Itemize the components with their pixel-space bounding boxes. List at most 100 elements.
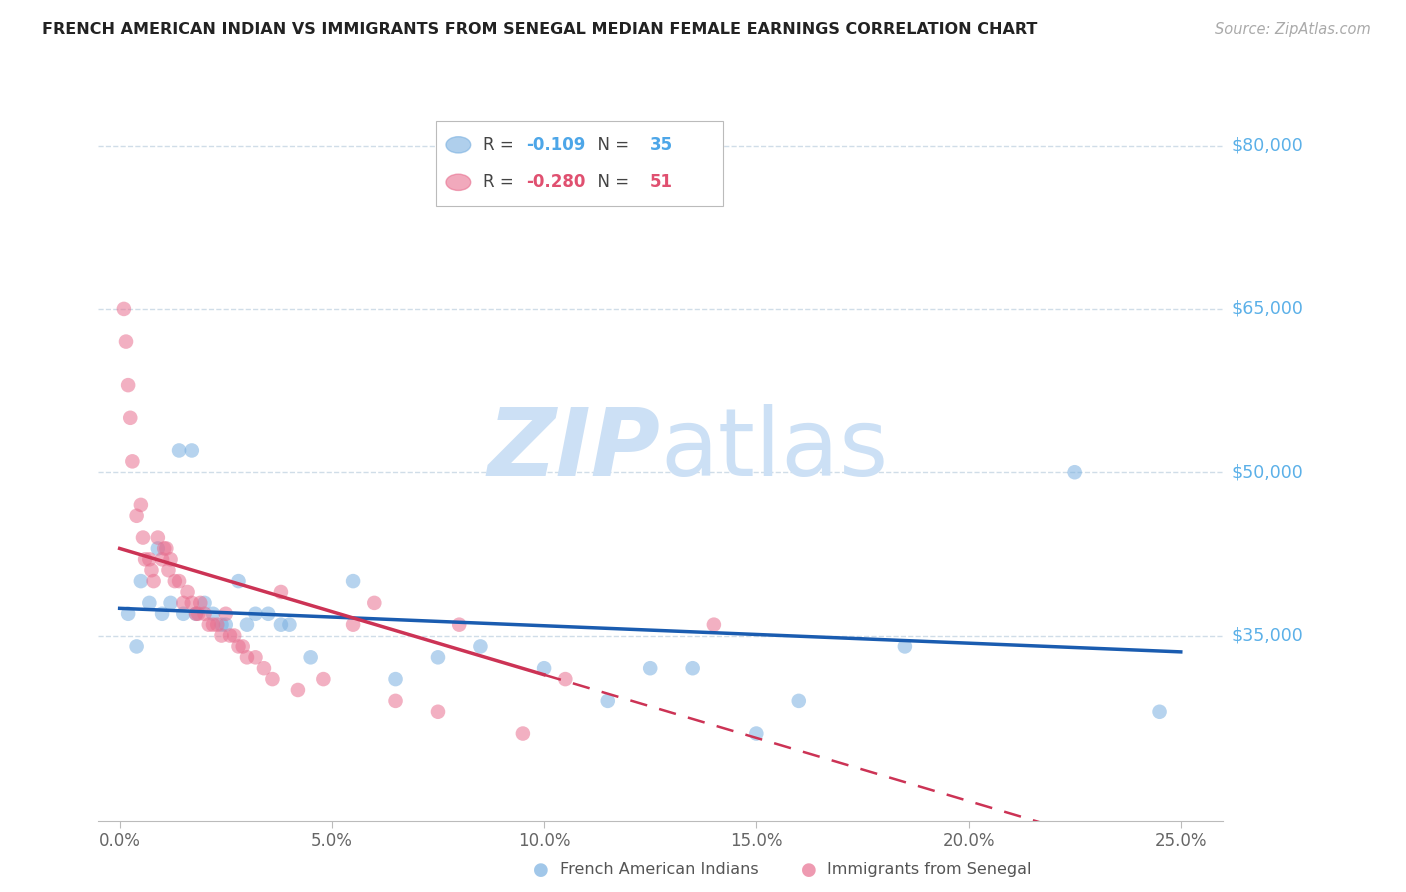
Point [262,672,284,686]
Point [138,596,160,610]
Point [150,552,173,566]
Circle shape [446,136,471,153]
Point [219,628,242,642]
Point [236,650,259,665]
Point [894,640,917,654]
Point [224,628,246,642]
Point [257,607,280,621]
Text: $50,000: $50,000 [1232,463,1303,482]
Text: -0.109: -0.109 [526,136,585,153]
Text: Immigrants from Senegal: Immigrants from Senegal [827,863,1031,877]
Point [159,596,181,610]
Text: atlas: atlas [661,404,889,497]
Point [278,617,301,632]
Point [427,705,450,719]
Text: $80,000: $80,000 [1232,136,1303,154]
Point [188,596,211,610]
Point [129,574,152,588]
Point [232,640,254,654]
Point [197,617,219,632]
Point [180,596,202,610]
Point [172,596,194,610]
Point [176,585,198,599]
Point [682,661,704,675]
Point [270,617,292,632]
Point [787,694,810,708]
Text: N =: N = [586,173,634,191]
Text: $35,000: $35,000 [1232,626,1303,645]
Text: French American Indians: French American Indians [560,863,758,877]
Point [163,574,186,588]
Point [211,628,233,642]
Point [427,650,450,665]
Point [638,661,661,675]
Point [236,617,259,632]
Point [134,552,156,566]
Point [180,443,202,458]
Point [245,650,267,665]
Point [167,574,190,588]
Point [554,672,576,686]
Point [172,607,194,621]
Point [1063,465,1085,479]
Point [363,596,385,610]
Point [125,640,148,654]
Point [342,617,364,632]
Text: $65,000: $65,000 [1232,300,1303,318]
Point [228,640,250,654]
Point [159,552,181,566]
Point [120,410,142,425]
Point [141,563,163,577]
Point [703,617,725,632]
Point [228,574,250,588]
Point [202,617,225,632]
Text: ●: ● [533,861,550,879]
Point [211,617,233,632]
Point [187,607,209,621]
Point [596,694,619,708]
Point [146,531,169,545]
Text: R =: R = [484,136,519,153]
Point [207,617,229,632]
Point [1149,705,1171,719]
Point [153,541,176,556]
Point [533,661,555,675]
Point [129,498,152,512]
Point [312,672,335,686]
Point [157,563,180,577]
Point [121,454,143,468]
Point [449,617,471,632]
Text: 51: 51 [650,173,672,191]
Text: 35: 35 [650,136,672,153]
Point [512,726,534,740]
Point [299,650,322,665]
Point [193,596,215,610]
Point [270,585,292,599]
Text: N =: N = [586,136,634,153]
Point [125,508,148,523]
Point [184,607,207,621]
Text: -0.280: -0.280 [526,173,585,191]
Text: FRENCH AMERICAN INDIAN VS IMMIGRANTS FROM SENEGAL MEDIAN FEMALE EARNINGS CORRELA: FRENCH AMERICAN INDIAN VS IMMIGRANTS FRO… [42,22,1038,37]
Point [215,617,238,632]
Text: ●: ● [800,861,817,879]
Text: ZIP: ZIP [488,404,661,497]
Point [342,574,364,588]
Point [117,607,139,621]
Circle shape [446,174,471,191]
Point [138,552,160,566]
Point [384,672,406,686]
Point [384,694,406,708]
Point [112,301,135,316]
Point [117,378,139,392]
FancyBboxPatch shape [436,121,723,206]
Point [146,541,169,556]
Point [115,334,138,349]
Point [745,726,768,740]
Point [155,541,177,556]
Point [132,531,155,545]
Point [193,607,215,621]
Point [184,607,207,621]
Point [150,607,173,621]
Point [202,607,225,621]
